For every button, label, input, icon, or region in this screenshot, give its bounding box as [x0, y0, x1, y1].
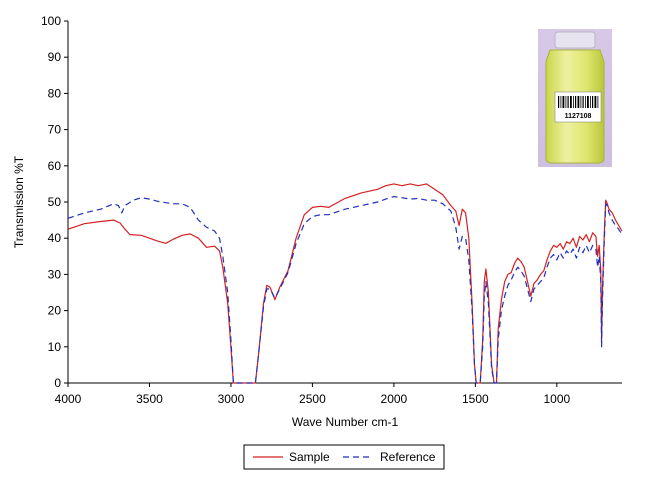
y-tick-label: 0 — [54, 376, 61, 390]
y-tick-label: 40 — [48, 231, 62, 245]
x-tick-label: 1000 — [543, 392, 570, 406]
y-tick-label: 80 — [48, 86, 62, 100]
y-tick-label: 20 — [48, 304, 62, 318]
legend: Sample Reference — [243, 444, 445, 470]
y-tick-label: 10 — [48, 340, 62, 354]
sample-jar-photo: 1127108 — [538, 29, 612, 167]
x-tick-label: 3500 — [136, 392, 163, 406]
y-tick-label: 100 — [41, 14, 61, 28]
barcode-icon — [558, 96, 599, 108]
x-tick-label: 4000 — [55, 392, 82, 406]
x-tick-label: 3000 — [218, 392, 245, 406]
y-tick-label: 60 — [48, 159, 62, 173]
y-tick-label: 70 — [48, 123, 62, 137]
x-axis-title: Wave Number cm-1 — [292, 415, 399, 429]
legend-label-sample: Sample — [289, 450, 330, 464]
y-tick-label: 30 — [48, 267, 62, 281]
series-layer — [67, 183, 623, 384]
jar-label-number: 1127108 — [565, 113, 592, 120]
x-tick-label: 1500 — [462, 392, 489, 406]
y-tick-group: 0 10 20 30 40 50 60 70 80 90 100 — [41, 14, 68, 390]
legend-label-reference: Reference — [380, 450, 436, 464]
x-tick-group: 4000 3500 3000 2500 2000 1500 1000 — [55, 383, 570, 406]
series-line-reference — [67, 196, 623, 384]
x-tick-label: 2000 — [381, 392, 408, 406]
y-tick-label: 50 — [48, 195, 62, 209]
y-axis-title: Transmission %T — [12, 155, 26, 248]
jar-lid — [554, 31, 596, 49]
y-tick-label: 90 — [48, 50, 62, 64]
x-tick-label: 2500 — [299, 392, 326, 406]
